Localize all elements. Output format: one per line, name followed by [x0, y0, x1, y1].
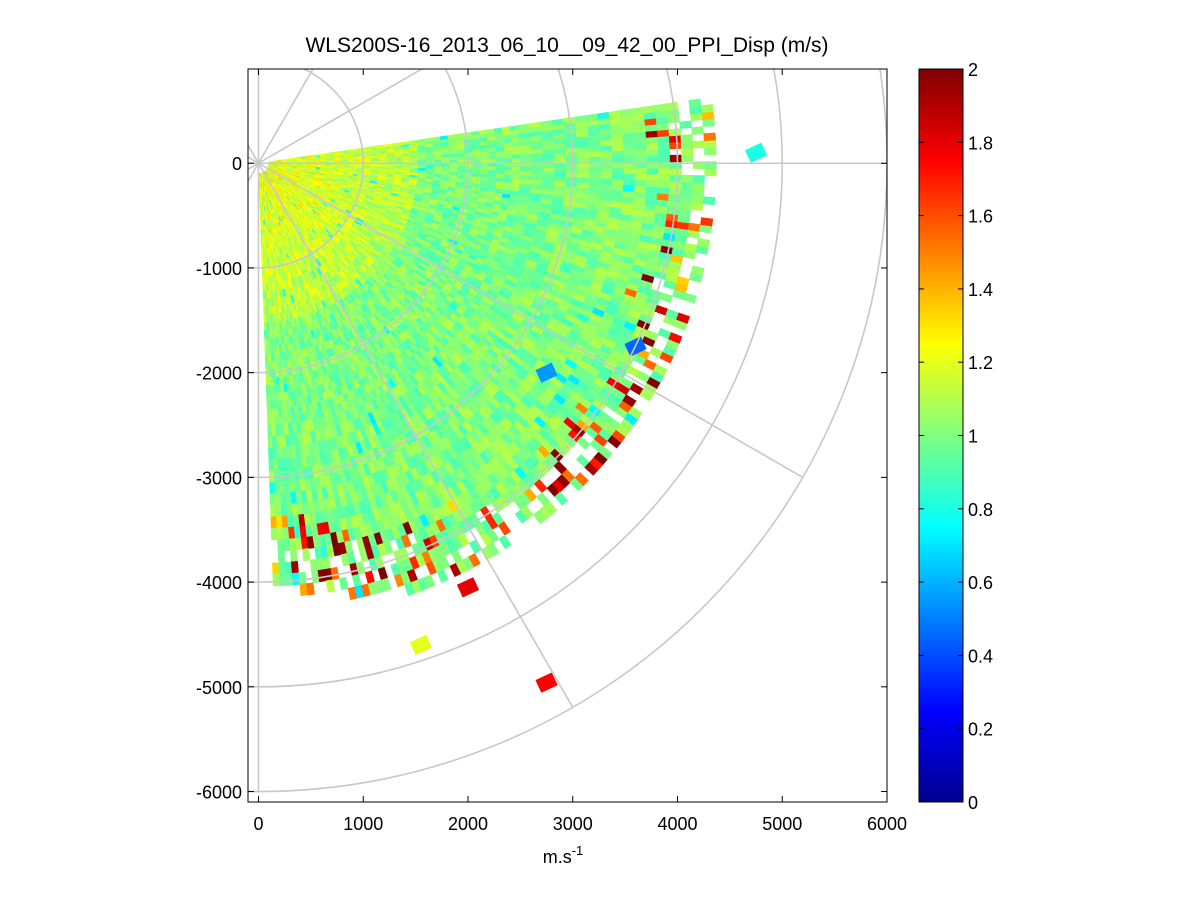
scan-cell	[464, 155, 474, 160]
scan-cell	[503, 173, 513, 179]
scan-cell	[554, 156, 567, 163]
scan-cell	[425, 164, 435, 169]
scan-cell	[554, 175, 567, 182]
scan-cell	[347, 149, 354, 152]
scan-cell	[464, 171, 474, 177]
scan-cell	[511, 149, 521, 155]
scan-cell	[472, 165, 482, 170]
scan-cell	[577, 151, 590, 158]
scan-cell	[519, 153, 533, 159]
scan-cell	[577, 146, 590, 153]
scan-cell	[504, 169, 513, 175]
scan-cell	[455, 133, 464, 138]
scan-cell	[464, 158, 474, 163]
scan-cell	[269, 493, 277, 506]
scan-cell	[488, 158, 498, 163]
scan-cell	[512, 157, 521, 163]
scan-cell	[441, 168, 450, 172]
scan-cell	[464, 168, 474, 173]
scan-cell	[464, 165, 474, 170]
data-cells	[258, 98, 768, 693]
scan-cell	[531, 157, 544, 163]
scan-cell	[504, 165, 513, 171]
scan-cell	[542, 175, 555, 182]
scan-cell	[493, 127, 503, 133]
scan-cell	[554, 152, 567, 158]
scan-cell	[449, 168, 458, 173]
scan-cell	[496, 158, 505, 163]
scan-cell	[488, 169, 498, 174]
scan-cell	[542, 152, 556, 159]
scan-cell	[504, 154, 513, 159]
scan-cell	[509, 125, 519, 131]
scan-cell	[577, 166, 590, 173]
scan-cell	[462, 131, 472, 137]
scan-cell	[496, 154, 505, 160]
scan-cell	[425, 159, 435, 164]
scan-cell	[433, 165, 443, 169]
scan-cell	[577, 171, 590, 179]
scan-cell	[269, 481, 276, 495]
scan-cell	[338, 150, 345, 154]
scan-cell	[512, 165, 521, 171]
chart-title: WLS200S-16_2013_06_10__09_42_00_PPI_Disp…	[305, 34, 828, 57]
scan-cell	[472, 172, 482, 177]
scan-cell	[543, 157, 556, 163]
scan-cell	[449, 165, 458, 170]
scan-cell	[542, 147, 556, 154]
scan-cell	[441, 159, 451, 163]
scan-cell	[496, 165, 505, 171]
scan-cell	[531, 170, 544, 177]
scan-cell	[472, 158, 482, 163]
scan-cell	[531, 174, 544, 181]
scan-cell	[486, 128, 496, 134]
scan-cell	[519, 166, 533, 172]
scan-cell	[409, 164, 419, 169]
scan-cell	[519, 170, 533, 176]
scan-cell	[449, 159, 458, 163]
scan-cell	[456, 168, 466, 173]
scan-cell	[457, 165, 466, 170]
scan-cell	[577, 176, 590, 184]
scan-cell	[501, 126, 511, 132]
scan-cell	[496, 169, 505, 175]
scan-cell	[319, 153, 326, 156]
scan-cell	[480, 169, 490, 174]
scan-cell	[441, 165, 450, 169]
scan-cell	[554, 166, 567, 173]
scan-cell	[511, 153, 521, 159]
scan-cell	[531, 152, 544, 159]
scan-cell	[488, 165, 498, 171]
scan-cell	[480, 158, 490, 163]
scan-cell	[457, 158, 466, 163]
scan-cell	[531, 166, 544, 172]
scan-cell	[488, 154, 498, 160]
scan-cell	[343, 149, 349, 153]
scan-cell	[577, 156, 590, 163]
scan-cell	[554, 171, 567, 178]
scan-cell	[352, 148, 359, 152]
scan-cell	[542, 166, 556, 172]
scan-cell	[511, 173, 521, 180]
scan-cell	[495, 177, 505, 183]
scan-cell	[266, 416, 273, 426]
scan-cell	[417, 164, 427, 169]
scan-cell	[542, 170, 556, 177]
scan-cell	[504, 158, 513, 163]
scan-cell	[511, 169, 521, 176]
scan-cell	[472, 168, 482, 174]
scan-cell	[503, 150, 513, 156]
scan-cell	[478, 129, 488, 135]
scan-cell	[480, 154, 490, 160]
scan-cell	[480, 165, 490, 171]
scan-cell	[519, 157, 533, 163]
scan-cell	[488, 172, 497, 178]
